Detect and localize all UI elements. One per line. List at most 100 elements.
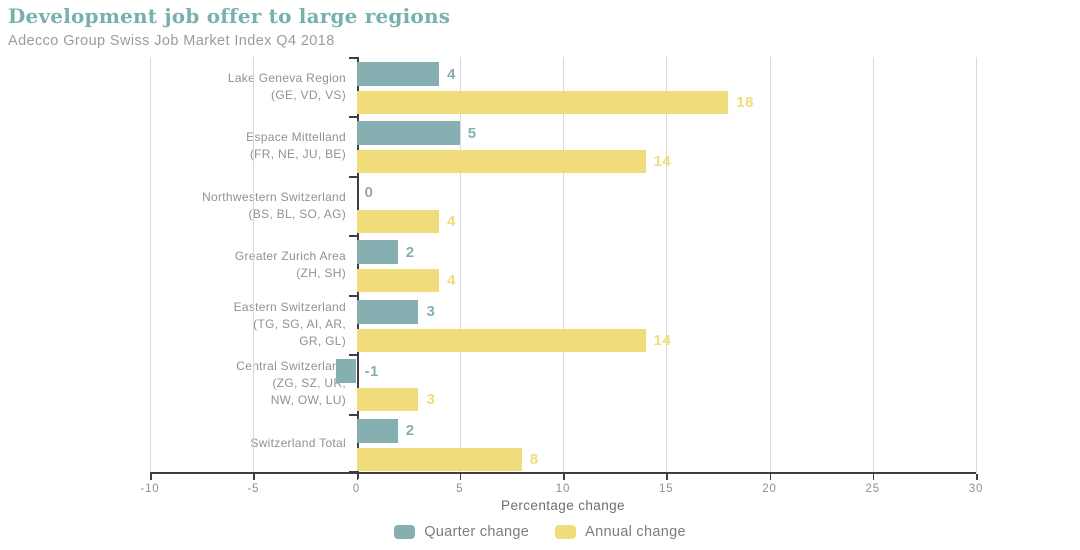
gridline-25 — [872, 57, 874, 473]
category-label-line: (GE, VD, VS) — [271, 87, 346, 102]
category-boundary-tick — [348, 235, 357, 238]
category-label: Lake Geneva Region (GE, VD, VS) — [0, 57, 346, 116]
legend-label: Quarter change — [424, 524, 530, 540]
bar-quarter-change — [356, 121, 460, 146]
category-boundary-tick — [348, 57, 357, 59]
chart-subtitle: Adecco Group Swiss Job Market Index Q4 2… — [8, 33, 335, 49]
category-label-line: (TG, SG, AI, AR, — [253, 316, 346, 331]
category-label-line: GR, GL) — [299, 333, 346, 348]
category-label: Espace Mittelland (FR, NE, JU, BE) — [0, 116, 346, 175]
category-label-line: Lake Geneva Region — [227, 70, 346, 85]
legend-swatch — [555, 525, 577, 539]
category-label-line: Northwestern Switzerland — [202, 189, 346, 204]
category-boundary-tick — [348, 294, 357, 297]
x-axis-tick — [150, 474, 152, 480]
bar-quarter-change — [356, 240, 398, 265]
gridline--10 — [150, 57, 151, 473]
category-label-line: Central Switzerland — [236, 359, 346, 374]
x-tick-label: 20 — [762, 483, 777, 495]
bar-annual-change — [356, 388, 419, 412]
bar-value-label: 4 — [447, 272, 456, 290]
x-axis-tick — [253, 474, 255, 480]
bar-value-label: 5 — [467, 124, 477, 142]
category-label-line: (ZH, SH) — [296, 265, 346, 280]
category-label-line: (FR, NE, JU, BE) — [249, 147, 346, 162]
bar-annual-change — [356, 150, 646, 174]
category-label-line: Greater Zurich Area — [234, 248, 346, 263]
bar-value-label: 4 — [447, 65, 456, 83]
x-tick-label: 25 — [865, 483, 880, 495]
category-axis-labels: Lake Geneva Region (GE, VD, VS) Espace Mit… — [0, 57, 346, 473]
chart-title: Development job offer to large regions — [8, 4, 451, 28]
category-label-line: (BS, BL, SO, AG) — [248, 206, 346, 221]
category-label-line: NW, OW, LU) — [270, 393, 346, 408]
legend-item-annual-change: Annual change — [555, 524, 686, 540]
x-tick-label: -10 — [140, 483, 160, 495]
bar-value-label: 3 — [426, 303, 436, 321]
bar-quarter-change — [356, 299, 419, 324]
category-boundary-tick — [348, 175, 357, 178]
legend-label: Annual change — [585, 524, 686, 540]
x-tick-label: 0 — [352, 483, 361, 495]
gridline-30 — [976, 57, 977, 473]
x-axis-title: Percentage change — [501, 498, 625, 513]
legend: Quarter change Annual change — [0, 524, 1080, 540]
gridline-15 — [666, 57, 668, 473]
bar-annual-change — [356, 447, 522, 471]
gridline-5 — [459, 57, 461, 473]
bar-annual-change — [356, 209, 440, 233]
x-tick-label: 5 — [456, 483, 464, 495]
bar-value-label: 0 — [364, 184, 374, 202]
category-label: Central Switzerland (ZG, SZ, UR, NW, OW, L… — [0, 354, 346, 413]
gridline-20 — [769, 57, 771, 473]
category-row: 5 14 — [150, 116, 976, 175]
bar-quarter-change — [356, 418, 398, 443]
category-label-line: Espace Mittelland — [246, 130, 346, 145]
gridline-10 — [563, 57, 564, 473]
bar-value-label: 18 — [736, 94, 754, 111]
bar-annual-change — [356, 328, 646, 352]
bar-quarter-change — [335, 359, 357, 384]
bar-value-label: -1 — [364, 362, 379, 380]
x-axis-tick — [459, 474, 462, 480]
category-row: 4 18 — [150, 57, 976, 116]
x-axis-tick — [666, 474, 668, 480]
bar-value-label: 2 — [405, 243, 415, 261]
category-row: 3 14 — [150, 295, 976, 354]
x-tick-label: 10 — [555, 483, 571, 495]
category-boundary-tick — [348, 413, 357, 416]
x-tick-label: 30 — [968, 483, 984, 495]
category-label-line: Eastern Switzerland — [233, 299, 346, 314]
category-label: Greater Zurich Area (ZH, SH) — [0, 235, 346, 294]
bar-value-label: 8 — [529, 450, 539, 468]
legend-item-quarter-change: Quarter change — [394, 524, 529, 540]
x-axis-tick — [872, 474, 875, 480]
category-label: Switzerland Total — [0, 414, 346, 473]
x-tick-label: 15 — [659, 483, 674, 495]
bar-value-label: 2 — [405, 422, 415, 440]
x-axis-tick — [976, 474, 978, 480]
category-boundary-tick — [348, 354, 357, 357]
category-label-line: (ZG, SZ, UR, — [272, 376, 346, 391]
x-tick-label: -5 — [247, 483, 260, 495]
bar-annual-change — [356, 269, 440, 293]
category-label: Eastern Switzerland (TG, SG, AI, AR, GR, G… — [0, 295, 346, 354]
legend-swatch — [394, 525, 416, 539]
category-row: -1 3 — [150, 354, 976, 413]
x-axis-tick — [563, 474, 565, 480]
x-axis-tick — [769, 474, 771, 480]
gridline--5 — [253, 57, 255, 473]
bar-annual-change — [356, 91, 729, 114]
category-boundary-tick — [348, 116, 357, 119]
x-axis-tick — [356, 474, 358, 480]
bar-value-label: 4 — [447, 212, 456, 230]
bar-quarter-change — [356, 62, 440, 86]
bar-value-label: 14 — [653, 153, 672, 171]
bar-value-label: 3 — [426, 391, 436, 409]
category-label-line: Switzerland Total — [250, 435, 346, 450]
x-axis-line — [150, 472, 976, 474]
